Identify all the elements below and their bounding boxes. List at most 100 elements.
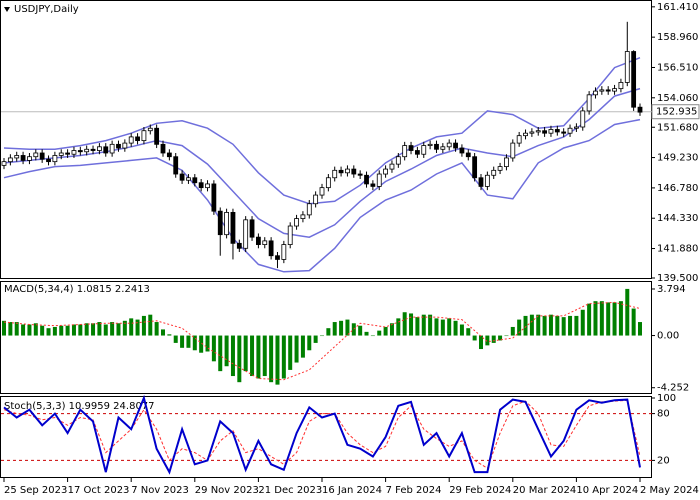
- candle-body: [262, 240, 268, 245]
- candle-body: [1, 161, 7, 166]
- candle-body: [624, 51, 630, 83]
- candle-body: [478, 177, 484, 187]
- macd-bar: [256, 335, 261, 379]
- y-tick-label: 154.060: [657, 93, 698, 104]
- candle-body: [580, 110, 586, 128]
- macd-bar: [269, 335, 274, 383]
- y-tick-label: 151.680: [657, 122, 698, 133]
- candle-body: [351, 168, 357, 175]
- candle-body: [548, 129, 554, 134]
- macd-bar: [230, 335, 235, 377]
- macd-bar: [320, 335, 324, 337]
- chart-title: USDJPY,Daily: [14, 4, 79, 15]
- macd-bar: [167, 334, 172, 336]
- macd-bar: [472, 335, 477, 341]
- candle-body: [39, 152, 45, 160]
- symbol-icon: [4, 7, 10, 12]
- macd-signal: [3, 301, 641, 381]
- macd-bar: [389, 323, 394, 336]
- candle-body: [338, 169, 344, 174]
- x-tick-label: 7 Nov 2023: [131, 485, 189, 496]
- macd-bar: [173, 335, 178, 343]
- macd-bar: [262, 335, 267, 377]
- candle-body: [427, 143, 433, 146]
- macd-bar: [580, 309, 585, 336]
- candle-body: [116, 143, 121, 149]
- candle-body: [65, 152, 70, 155]
- candle-body: [77, 150, 83, 153]
- candle-body: [20, 155, 26, 161]
- candle-body: [166, 152, 172, 158]
- macd-bar: [638, 322, 642, 336]
- macd-bar: [237, 335, 242, 383]
- macd-bar: [116, 323, 121, 336]
- stoch-title: Stoch(5,3,3) 10.9959 24.8077: [4, 401, 155, 412]
- candle-body: [593, 90, 598, 96]
- candle-body: [325, 177, 331, 189]
- y-tick-label: 0.00: [657, 331, 679, 342]
- candle-body: [147, 127, 153, 132]
- candle-body: [109, 143, 115, 154]
- candle-body: [52, 155, 58, 163]
- y-tick-label: 161.410: [657, 2, 698, 13]
- macd-bar: [122, 320, 127, 336]
- candle-body: [523, 132, 528, 137]
- macd-bar: [555, 315, 560, 336]
- macd-bar: [587, 303, 592, 336]
- macd-bar: [625, 288, 630, 336]
- candle-body: [446, 142, 452, 148]
- macd-bar: [568, 315, 573, 336]
- candle-body: [465, 152, 471, 158]
- candle-body: [357, 173, 363, 176]
- macd-bar: [224, 335, 229, 367]
- macd-bar: [326, 328, 331, 336]
- stoch-signal: [3, 399, 641, 469]
- candle-body: [345, 168, 350, 174]
- candle-body: [586, 94, 592, 112]
- candle-body: [255, 236, 261, 245]
- candle-body: [561, 131, 567, 134]
- macd-bar: [91, 323, 96, 336]
- macd-bar: [409, 313, 414, 336]
- candle-body: [27, 156, 32, 161]
- candle-body: [332, 169, 338, 179]
- candle-body: [192, 177, 198, 184]
- macd-bar: [510, 326, 515, 336]
- y-tick-label: 146.780: [657, 183, 698, 194]
- candle-body: [497, 166, 503, 171]
- macd-bar: [294, 335, 299, 363]
- macd-bar: [199, 335, 204, 353]
- macd-bar: [52, 326, 57, 336]
- macd-bar: [78, 324, 83, 336]
- candle-body: [294, 218, 299, 227]
- band-lower: [3, 118, 641, 273]
- candle-body: [90, 148, 96, 151]
- candle-body: [230, 212, 236, 244]
- macd-bar: [161, 329, 165, 336]
- candle-body: [33, 152, 39, 158]
- candle-body: [14, 155, 20, 159]
- macd-bar: [339, 320, 344, 336]
- x-tick-label: 29 Feb 2024: [449, 485, 511, 496]
- y-tick-label: 149.230: [657, 153, 698, 164]
- candle-body: [275, 255, 280, 260]
- stoch-panel: [0, 396, 652, 478]
- macd-bar: [606, 302, 611, 336]
- macd-bar: [523, 315, 528, 336]
- candle-body: [71, 150, 77, 155]
- macd-bar: [517, 319, 522, 336]
- x-tick-label: 10 Apr 2024: [576, 485, 638, 496]
- macd-bar: [599, 301, 604, 336]
- macd-bar: [377, 330, 382, 336]
- candle-body: [319, 187, 325, 196]
- macd-bar: [351, 323, 356, 336]
- band-upper: [3, 57, 641, 205]
- macd-bar: [103, 324, 108, 336]
- macd-bar: [250, 335, 255, 377]
- x-tick-label: 17 Oct 2023: [68, 485, 130, 496]
- macd-bar: [440, 319, 445, 336]
- x-tick-label: 20 Mar 2024: [513, 485, 576, 496]
- candle-body: [637, 106, 643, 113]
- candle-body: [198, 182, 204, 189]
- macd-bar: [14, 322, 19, 336]
